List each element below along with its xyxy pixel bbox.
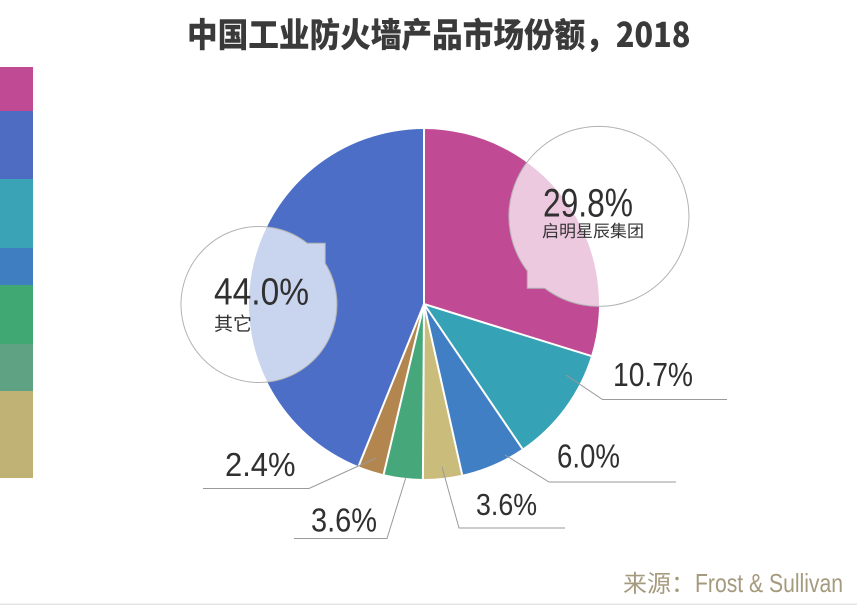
svg-text:Frost & Sullivan: Frost & Sullivan [695,568,843,598]
svg-text:3.6%: 3.6% [311,503,377,540]
svg-text:2.4%: 2.4% [225,446,296,483]
svg-text:6.0%: 6.0% [557,438,620,475]
svg-text:3.6%: 3.6% [476,488,537,522]
svg-text:29.8%: 29.8% [543,182,633,226]
svg-text:10.7%: 10.7% [613,356,693,393]
svg-text:44.0%: 44.0% [214,272,309,314]
